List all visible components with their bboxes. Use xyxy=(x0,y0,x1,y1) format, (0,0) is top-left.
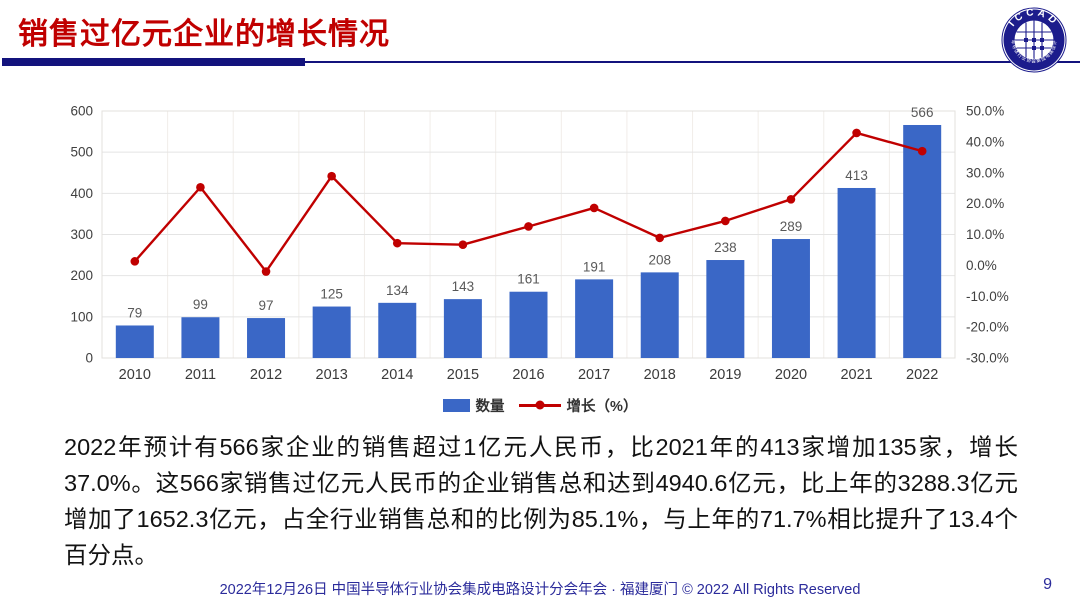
svg-text:2011: 2011 xyxy=(185,367,216,383)
svg-text:2021: 2021 xyxy=(840,367,872,383)
growth-chart-canvas: 600 500 400 300 200 100 0 50.0% 40.0% 30.0% 20.0% 1… xyxy=(70,104,1009,384)
svg-text:2016: 2016 xyxy=(512,367,544,383)
svg-text:97: 97 xyxy=(259,298,274,313)
svg-text:566: 566 xyxy=(911,105,934,120)
svg-text:238: 238 xyxy=(714,240,737,255)
footer-credit: 2022年12月26日 中国半导体行业协会集成电路设计分会年会 · 福建厦门 ©… xyxy=(219,582,861,598)
page-number: 9 xyxy=(1043,576,1052,593)
svg-text:20.0%: 20.0% xyxy=(966,196,1004,211)
svg-text:600: 600 xyxy=(70,104,93,119)
iccad-logo: ICCAD 中国半导体行业协会集成电路设计分会 xyxy=(997,1,1068,74)
svg-text:400: 400 xyxy=(70,186,93,201)
svg-text:99: 99 xyxy=(193,297,208,312)
svg-text:161: 161 xyxy=(517,272,540,287)
svg-text:2019: 2019 xyxy=(709,367,741,383)
growth-chart: 600 500 400 300 200 100 0 50.0% 40.0% 30.0% 20.0% 1… xyxy=(60,95,1020,387)
svg-text:40.0%: 40.0% xyxy=(966,134,1004,149)
svg-text:200: 200 xyxy=(70,268,93,283)
svg-text:2013: 2013 xyxy=(316,367,348,383)
svg-text:-10.0%: -10.0% xyxy=(966,289,1009,304)
svg-text:-20.0%: -20.0% xyxy=(966,320,1009,335)
svg-text:50.0%: 50.0% xyxy=(966,104,1004,119)
svg-text:0: 0 xyxy=(85,351,93,366)
svg-text:208: 208 xyxy=(648,252,671,267)
summary-paragraph: 2022年预计有566家企业的销售超过1亿元人民币，比2021年的413家增加1… xyxy=(64,434,1018,568)
svg-text:2020: 2020 xyxy=(775,367,807,383)
svg-text:-30.0%: -30.0% xyxy=(966,351,1009,366)
title-underline-thin xyxy=(305,61,1080,63)
page-title: 销售过亿元企业的增长情况 xyxy=(18,18,390,51)
svg-text:2012: 2012 xyxy=(250,367,282,383)
svg-text:134: 134 xyxy=(386,283,409,298)
svg-text:2018: 2018 xyxy=(644,367,676,383)
iccad-logo-icon: ICCAD 中国半导体行业协会集成电路设计分会 xyxy=(997,1,1067,73)
svg-text:300: 300 xyxy=(70,227,93,242)
svg-text:2022: 2022 xyxy=(906,367,938,383)
legend-item-quantity: 数量 xyxy=(442,395,505,416)
svg-text:143: 143 xyxy=(452,279,475,294)
title-underline-thick xyxy=(2,58,305,66)
svg-text:2015: 2015 xyxy=(447,367,479,383)
bar-series-swatch-icon xyxy=(442,398,470,412)
svg-text:125: 125 xyxy=(320,287,343,302)
legend-label-quantity: 数量 xyxy=(475,398,505,415)
legend-item-growth: 增长（%） xyxy=(518,395,638,416)
chart-legend: 数量 增长（%） xyxy=(0,394,1080,416)
svg-text:79: 79 xyxy=(127,305,142,320)
svg-text:0.0%: 0.0% xyxy=(966,258,997,273)
line-series-swatch-icon xyxy=(518,400,561,410)
svg-text:2017: 2017 xyxy=(578,367,610,383)
svg-text:2014: 2014 xyxy=(381,367,413,383)
svg-text:10.0%: 10.0% xyxy=(966,227,1004,242)
svg-text:191: 191 xyxy=(583,259,606,274)
svg-text:289: 289 xyxy=(780,219,803,234)
legend-label-growth: 增长（%） xyxy=(566,398,638,415)
svg-text:100: 100 xyxy=(70,309,93,324)
svg-text:2010: 2010 xyxy=(119,367,151,383)
svg-text:30.0%: 30.0% xyxy=(966,165,1004,180)
svg-text:413: 413 xyxy=(845,168,868,183)
svg-text:500: 500 xyxy=(70,145,93,160)
